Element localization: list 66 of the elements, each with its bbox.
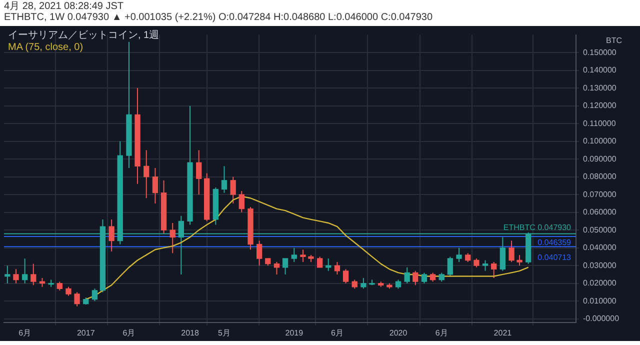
candlestick [412, 270, 418, 286]
candlestick [152, 167, 158, 204]
y-tick-label: 0.070000 [583, 190, 617, 199]
y-tick-label: 0.060000 [583, 208, 617, 217]
candlestick [238, 190, 244, 213]
y-tick-label: 0.010000 [583, 296, 617, 306]
y-axis-title: BTC [606, 36, 622, 46]
y-tick-label: 0.150000 [583, 48, 617, 57]
ref-line-label: 0.040713 [538, 252, 572, 262]
candlestick [108, 218, 114, 252]
x-tick-label: 6月 [330, 328, 344, 338]
text: ETHBTC, 1W 0.047930 ▲ +0.001035 (+2.21%) O:0.047284 H:0.048680 L:0.046000 C:0.047930 [4, 12, 434, 23]
candlestick [13, 268, 19, 284]
candlestick [516, 254, 522, 266]
chart-subtitle: 4月 28, 2021 08:28:49 JST [4, 1, 125, 12]
y-tick-label: -0.000000 [583, 314, 620, 324]
candlestick [144, 150, 150, 199]
candlestick [482, 260, 488, 272]
candlestick [74, 292, 80, 307]
chart-title: イーサリアム／ビットコイン, 1週 [8, 30, 160, 42]
y-tick-label: 0.100000 [583, 136, 617, 146]
candlestick [230, 176, 236, 204]
candlestick [221, 166, 228, 194]
candlestick [196, 150, 202, 196]
x-tick-label: 6月 [18, 328, 32, 338]
candlestick [291, 247, 297, 263]
x-tick-label: 5月 [218, 328, 230, 338]
x-tick-label: 2017 [76, 328, 96, 338]
candlestick [92, 288, 98, 302]
candlestick [421, 272, 428, 284]
candlestick [316, 256, 323, 268]
x-tick-label: 6月 [435, 328, 448, 338]
x-tick-label: 6月 [122, 328, 136, 338]
candlestick [30, 263, 36, 286]
candlestick [447, 256, 454, 277]
y-tick-label: 0.050000 [583, 225, 617, 234]
candlestick [508, 240, 514, 263]
ref-line-label: ETHBTC 0.047930 [503, 222, 572, 232]
candlestick [4, 265, 10, 284]
candlestick [491, 262, 497, 279]
candlestick [282, 258, 288, 275]
candlestick [256, 240, 262, 266]
text: MA (75, close, 0) [8, 42, 84, 54]
y-tick-label: 0.090000 [583, 154, 617, 164]
y-tick-label: 0.110000 [583, 118, 616, 128]
y-tick-label: 0.140000 [583, 66, 617, 75]
candlestick [404, 266, 410, 284]
candlestick [456, 247, 462, 263]
ref-line-label: 0.046359 [538, 238, 572, 247]
candlestick [22, 258, 28, 284]
x-tick-label: 2018 [181, 328, 200, 338]
candlestick [300, 249, 306, 263]
y-tick-label: 0.030000 [583, 260, 617, 270]
candlestick [360, 278, 366, 290]
x-tick-label: 2021 [494, 328, 512, 338]
candlestick [500, 236, 506, 272]
y-tick-label: 0.130000 [583, 83, 617, 92]
y-tick-label: 0.040000 [583, 243, 617, 252]
y-tick-label: 0.020000 [583, 278, 617, 288]
y-tick-label: 0.080000 [583, 172, 617, 182]
x-tick-label: 2019 [285, 328, 304, 338]
y-tick-label: 0.120000 [583, 101, 617, 110]
x-tick-label: 2020 [389, 328, 408, 338]
candlestick [342, 268, 349, 284]
candlestick [170, 222, 176, 254]
candlestick [274, 262, 280, 275]
